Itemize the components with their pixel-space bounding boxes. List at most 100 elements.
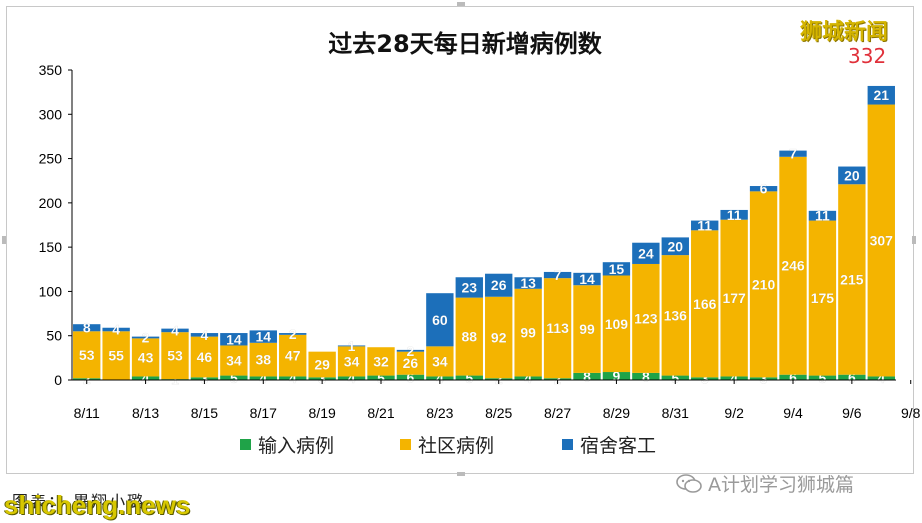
wechat-account[interactable]: A计划学习狮城篇 [676,470,854,497]
community-bar [514,288,542,377]
dorm-bar [455,277,483,298]
bars-group: 2538554443215343464534144381444723294341… [73,85,895,388]
community-bar [573,285,601,373]
import-value-label: 4 [877,370,885,386]
community-value-label: 26 [403,355,419,371]
resize-handle-right[interactable] [912,236,916,244]
community-value-label: 34 [344,353,360,369]
x-tick-label: 8/15 [191,405,218,421]
import-bar [720,376,748,380]
x-tick-label: 8/29 [603,405,630,421]
import-bar [573,372,601,380]
resize-handle-left[interactable] [2,236,6,244]
import-value-label: 5 [819,370,827,386]
dorm-bar [161,328,189,333]
import-value-label: 6 [789,369,797,385]
community-value-label: 46 [197,349,213,365]
dorm-value-label: 14 [255,329,271,345]
dorm-value-label: 60 [432,312,448,328]
chart-title: 过去28天每日新增病例数 [328,30,602,58]
resize-handle-top[interactable] [457,2,465,6]
dorm-value-label: 20 [844,167,860,183]
community-value-label: 53 [167,348,183,364]
community-value-label: 43 [138,349,154,365]
legend-label-dorm: 宿舍客工 [580,435,656,457]
community-value-label: 166 [693,296,717,312]
dorm-value-label: 11 [727,207,742,223]
community-bar [691,230,719,378]
community-value-label: 32 [373,353,389,369]
dorm-bar [279,333,307,335]
community-bar [426,346,454,377]
dorm-bar [602,262,631,276]
community-value-label: 47 [285,348,301,364]
y-tick-label: 100 [39,283,63,299]
import-bar [691,377,719,380]
dorm-value-label: 11 [697,217,712,233]
community-bar [455,297,483,376]
import-bar [220,375,248,380]
x-tick-label: 8/11 [74,405,100,421]
dorm-value-label: 4 [201,327,209,343]
x-tick-label: 8/17 [250,405,277,421]
dorm-value-label: 1 [348,338,356,354]
dorm-value-label: 7 [789,146,797,162]
community-bar [102,331,130,380]
import-value-label: 3 [701,371,709,387]
community-value-label: 34 [226,353,242,369]
x-tick-label: 8/19 [309,405,336,421]
dorm-bar [691,220,719,231]
dorm-bar [720,209,748,220]
import-bar [455,375,483,380]
y-tick-label: 0 [54,372,62,388]
import-value-label: 5 [671,370,679,386]
community-bar [543,278,572,379]
import-bar [514,376,542,380]
dorm-bar [779,150,807,157]
chart-credit: 图表： 畢翔小璐 [12,492,146,511]
import-value-label: 9 [613,368,621,384]
community-bar [308,351,336,378]
community-value-label: 92 [491,329,507,345]
dorm-bar [426,293,454,347]
x-tick-label: 8/13 [132,405,159,421]
community-bar [602,275,631,373]
import-bar [426,376,454,380]
import-bar [602,372,631,380]
community-value-label: 136 [664,307,688,323]
import-value-label: 4 [289,370,297,386]
x-tick-label: 9/2 [724,405,744,421]
dorm-value-label: 4 [112,322,120,338]
dorm-value-label: 23 [461,279,477,295]
community-bar [838,184,866,375]
x-tick-label: 8/21 [367,405,394,421]
dorm-bar [632,242,660,264]
community-value-label: 113 [546,320,569,336]
resize-handle-bottom[interactable] [457,472,465,476]
dorm-value-label: 24 [638,245,654,261]
x-tick-label: 9/8 [901,405,921,421]
import-value-label: 4 [142,370,150,386]
dorm-bar [514,277,542,289]
import-bar [396,374,425,380]
dorm-value-label: 11 [815,208,830,224]
community-value-label: 53 [79,347,95,363]
legend-swatch-dorm [562,439,573,450]
import-value-label: 3 [201,371,209,387]
import-value-label: 2 [554,371,562,387]
import-bar [808,375,837,380]
legend: 输入病例 社区病例 宿舍客工 [240,435,656,457]
import-bar [279,376,307,380]
import-bar [73,378,101,380]
community-value-label: 34 [432,353,448,369]
brand-logo: 狮城新闻 [800,20,889,45]
import-bar [632,372,660,380]
legend-swatch-community [400,439,411,450]
community-value-label: 38 [255,352,271,368]
community-bar [749,191,778,378]
dorm-bar [337,345,366,347]
dorm-bar [102,327,130,332]
import-bar [543,378,572,380]
dorm-bar [867,85,895,105]
